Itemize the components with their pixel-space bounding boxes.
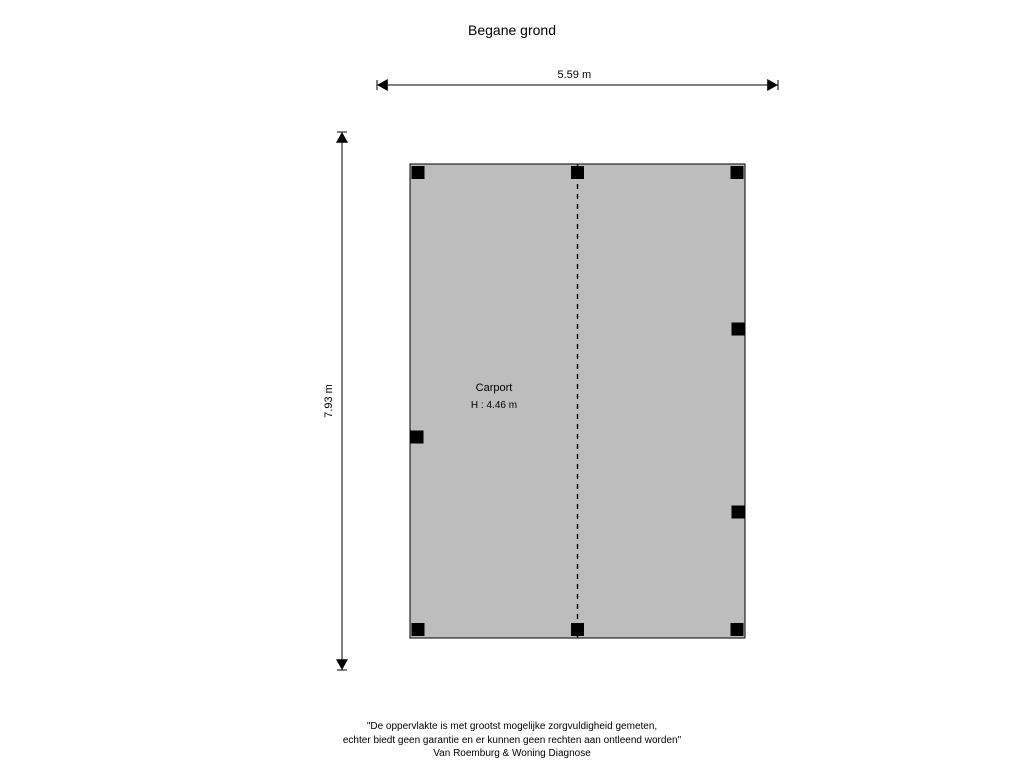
room-height-label: H : 4.46 m xyxy=(454,400,534,411)
footer-line3: Van Roemburg & Woning Diagnose xyxy=(433,748,591,759)
post-3 xyxy=(732,323,745,336)
dimension-top-label: 5.59 m xyxy=(558,69,592,81)
dim-top-arrow-right xyxy=(767,79,778,91)
footer-disclaimer: "De oppervlakte is met grootst mogelijke… xyxy=(0,720,1024,761)
post-1 xyxy=(571,166,584,179)
footer-line1: "De oppervlakte is met grootst mogelijke… xyxy=(367,721,657,732)
dim-top-arrow-left xyxy=(377,79,388,91)
post-7 xyxy=(571,623,584,636)
post-6 xyxy=(412,623,425,636)
room-label: Carport xyxy=(454,382,534,394)
post-4 xyxy=(411,431,424,444)
dim-left-arrow-up xyxy=(336,132,348,143)
post-5 xyxy=(732,506,745,519)
footer-line2: echter biedt geen garantie en er kunnen … xyxy=(343,735,681,746)
dimension-left-label: 7.93 m xyxy=(323,384,335,418)
post-0 xyxy=(412,166,425,179)
post-2 xyxy=(731,166,744,179)
floorplan-canvas: Begane grond 5.59 m 7.93 m Carport H : 4… xyxy=(0,0,1024,768)
post-8 xyxy=(731,623,744,636)
dim-left-arrow-down xyxy=(336,659,348,670)
